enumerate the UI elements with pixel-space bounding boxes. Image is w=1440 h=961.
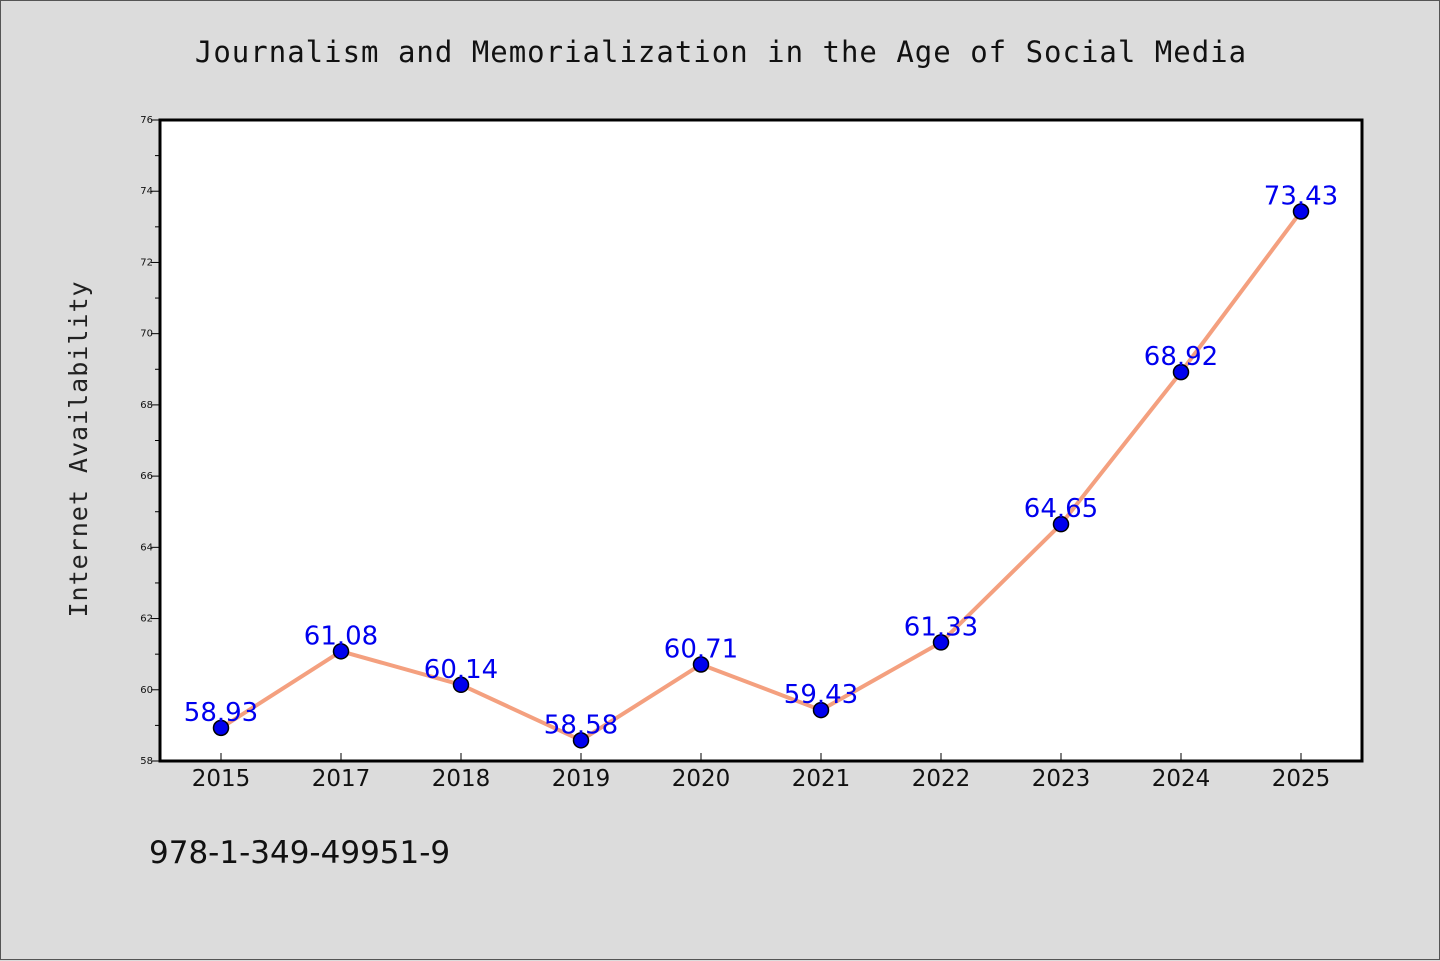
data-point [212, 719, 230, 737]
y-tick-label: 58 [140, 756, 153, 767]
data-label: 61.08 [304, 621, 378, 651]
data-label: 59.43 [784, 680, 858, 710]
x-tick-label: 2025 [1272, 766, 1331, 792]
y-tick-label: 64 [140, 542, 153, 553]
data-label: 73.43 [1264, 182, 1338, 212]
data-point [1172, 363, 1190, 381]
y-tick-label: 76 [140, 115, 153, 126]
data-label: 68.92 [1144, 342, 1218, 372]
series-line [219, 209, 1303, 743]
data-point [812, 701, 830, 719]
x-tick-label: 2015 [192, 766, 251, 792]
data-label: 58.58 [544, 710, 618, 740]
data-point [572, 732, 590, 749]
data-label: 61.33 [904, 612, 978, 642]
x-tick-label: 2021 [792, 766, 851, 792]
data-point [932, 634, 950, 651]
chart-title: Journalism and Memorialization in the Ag… [194, 35, 1248, 69]
y-axis-label: Internet Availability [64, 280, 93, 617]
data-label: 64.65 [1024, 494, 1098, 524]
isbn-text: 978-1-349-49951-9 [149, 835, 451, 871]
data-label: 60.71 [664, 634, 738, 664]
y-tick-label: 70 [140, 329, 153, 340]
y-axis: 58 60 62 64 66 68 70 72 74 76 [140, 115, 160, 767]
x-tick-label: 2018 [432, 766, 491, 792]
x-tick-label: 2017 [312, 766, 371, 792]
series-layer: 58.93 61.08 60.14 58.58 60.71 59.43 61.33 64.65… [184, 182, 1338, 749]
data-point [1052, 515, 1070, 533]
y-tick-label: 62 [140, 614, 153, 625]
y-tick-label: 72 [140, 257, 153, 268]
data-point [332, 643, 350, 660]
data-point [1292, 203, 1310, 220]
y-tick-label: 66 [140, 471, 153, 482]
y-tick-label: 60 [140, 685, 153, 696]
y-tick-label: 74 [140, 186, 153, 197]
x-tick-label: 2019 [552, 766, 611, 792]
data-point [452, 676, 470, 694]
x-tick-label: 2020 [672, 766, 731, 792]
x-tick-label: 2023 [1032, 766, 1091, 792]
x-tick-label: 2024 [1152, 766, 1211, 792]
x-tick-label: 2022 [912, 766, 971, 792]
data-point [692, 656, 710, 673]
plot-area [158, 118, 1364, 763]
data-label: 60.14 [424, 655, 498, 685]
x-axis: 2015 2017 2018 2019 2020 2021 2022 2023 2024 2025 [192, 753, 1331, 792]
y-tick-label: 68 [140, 400, 153, 411]
data-label: 58.93 [184, 698, 258, 728]
